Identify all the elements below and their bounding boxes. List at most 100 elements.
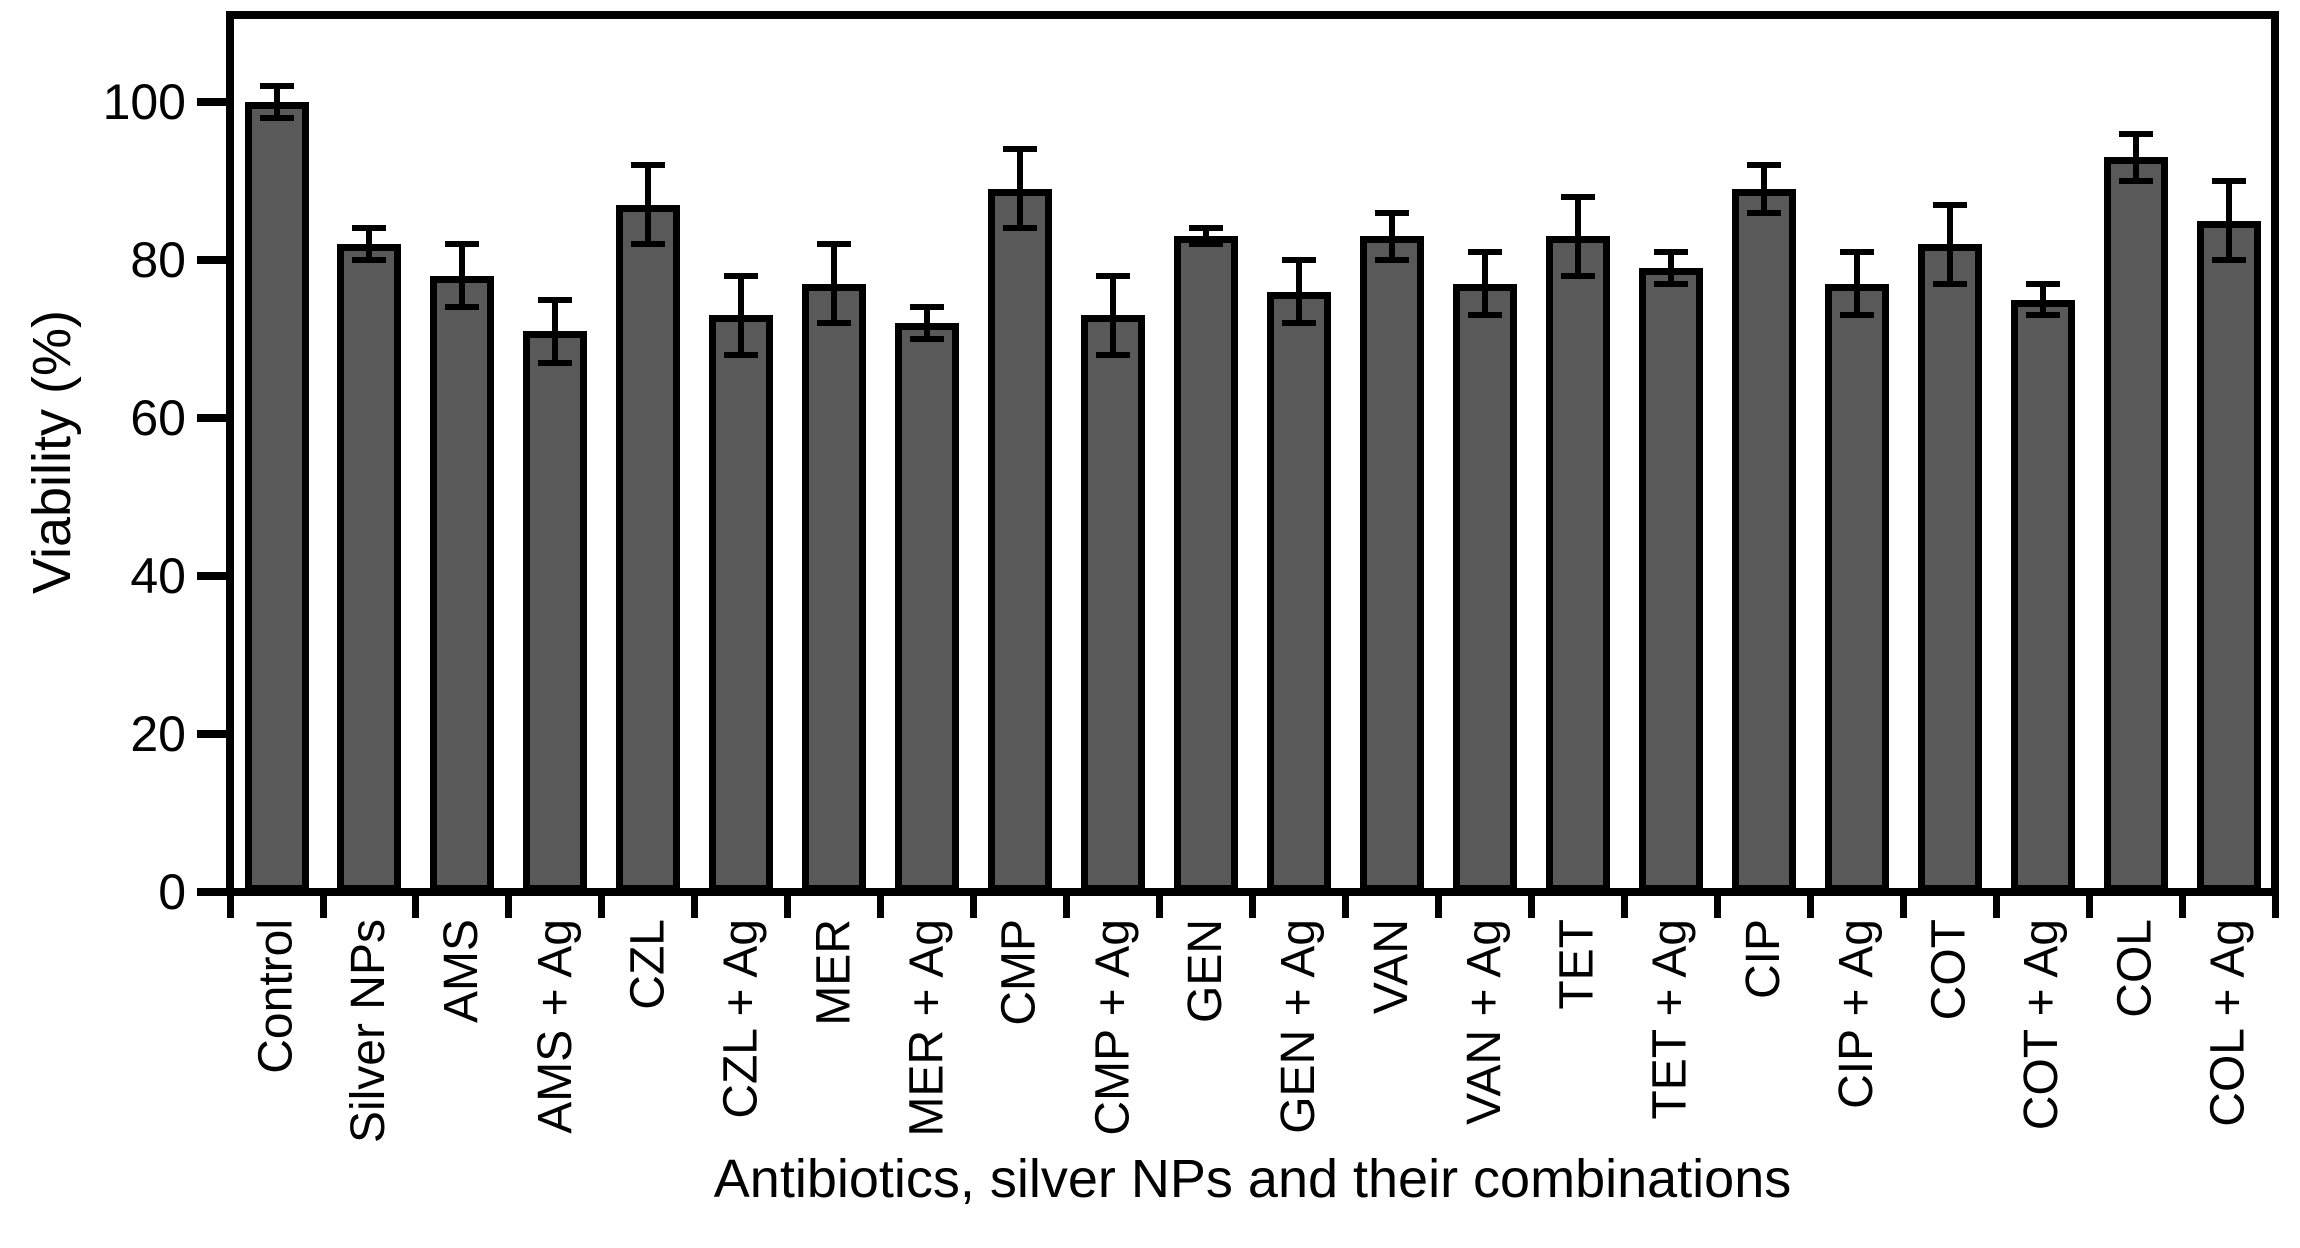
error-bar-cap [1560,193,1595,200]
bar-gen [1174,236,1238,892]
error-bar-cap [1932,201,1967,208]
x-category-label: TET + Ag [1643,919,1697,1120]
x-tick-mark [1434,892,1442,918]
x-tick-mark [1899,892,1907,918]
x-tick-mark [226,892,234,918]
bar-czl-ag [709,315,774,892]
bar-cmp [988,188,1053,892]
error-bar-cap [1003,225,1038,232]
y-axis-title: Viability (%) [22,309,82,595]
x-tick-mark [2178,892,2186,918]
x-tick-mark [505,892,513,918]
error-bar-cap [538,296,573,303]
bar-czl [616,204,681,892]
error-bar-line [552,299,559,363]
x-tick-mark [1620,892,1628,918]
error-bar-cap [352,257,387,263]
error-bar-cap [2025,280,2060,287]
x-category-label: VAN [1364,919,1418,1015]
error-bar-cap [259,83,294,90]
y-tick-label: 100 [102,74,186,130]
error-bar-cap [2118,178,2153,184]
y-tick-mark [197,730,231,738]
error-bar-cap [1932,280,1967,287]
error-bar-cap [2118,130,2153,137]
x-category-label: CMP [993,919,1047,1026]
error-bar-cap [817,320,852,327]
error-bar-line [645,165,652,245]
error-bar-cap [1839,249,1874,256]
x-category-label: COL [2108,919,2162,1018]
error-bar-cap [1096,351,1131,358]
x-category-label: AMS [435,919,489,1024]
error-bar-cap [445,304,480,311]
x-category-label: AMS + Ag [528,919,582,1134]
error-bar-cap [1560,272,1595,279]
error-bar-cap [1003,146,1038,153]
x-tick-mark [1806,892,1814,918]
error-bar-line [459,244,466,308]
error-bar-cap [910,304,945,311]
error-bar-line [924,307,931,339]
bar-cot-ag [2010,299,2075,892]
x-category-label: GEN [1179,919,1232,1024]
bar-cip [1731,188,1796,892]
x-category-label: Control [249,919,303,1074]
y-tick-label: 20 [130,706,186,762]
x-tick-mark [1713,892,1721,918]
bar-van [1359,236,1424,892]
error-bar-cap [1653,249,1688,256]
error-bar-line [1296,260,1302,324]
error-bar-cap [910,336,945,342]
x-category-label: CMP + Ag [1086,919,1140,1136]
x-tick-mark [598,892,606,918]
y-tick-label: 80 [130,232,186,288]
error-bar-cap [1096,272,1131,279]
error-bar-cap [259,114,294,121]
error-bar-line [1946,204,1953,284]
x-tick-mark [2085,892,2093,918]
error-bar-cap [724,351,759,358]
bar-control [244,102,309,892]
error-bar-line [2132,133,2139,181]
bar-tet [1545,236,1610,892]
x-category-label: CIP + Ag [1829,919,1883,1109]
error-bar-cap [1653,280,1688,287]
bar-mer-ag [895,323,960,892]
x-category-label: CZL + Ag [714,919,768,1119]
y-tick-mark [197,414,231,422]
bar-col [2103,157,2168,892]
error-bar-line [1110,275,1117,355]
error-bar-line [1388,212,1395,260]
x-category-label: Silver NPs [342,919,396,1144]
y-axis-line [226,11,234,896]
bar-col-ag [2196,220,2261,892]
bar-tet-ag [1638,267,1703,892]
x-category-label: VAN + Ag [1457,919,1511,1125]
error-bar-cap [1282,257,1316,263]
error-bar-cap [631,241,666,248]
x-tick-mark [1992,892,2000,918]
error-bar-line [1203,228,1209,245]
error-bar-cap [1189,241,1223,248]
error-bar-line [2225,181,2232,260]
x-tick-mark [1063,892,1071,918]
bar-ams [430,275,495,892]
bar-mer [802,283,867,892]
y-tick-mark [197,98,231,106]
error-bar-cap [1746,209,1781,216]
error-bar-cap [445,241,480,248]
x-tick-mark [2271,892,2279,918]
x-tick-mark [1342,892,1349,918]
error-bar-cap [1467,249,1502,256]
x-category-label: COT [1922,919,1976,1021]
y-tick-mark [197,572,231,580]
error-bar-line [1667,252,1674,284]
error-bar-cap [1189,225,1223,232]
x-tick-mark [1249,892,1256,918]
bar-cmp-ag [1081,315,1146,892]
error-bar-cap [817,241,852,248]
y-tick-label: 60 [130,390,186,446]
error-bar-line [2039,283,2046,316]
